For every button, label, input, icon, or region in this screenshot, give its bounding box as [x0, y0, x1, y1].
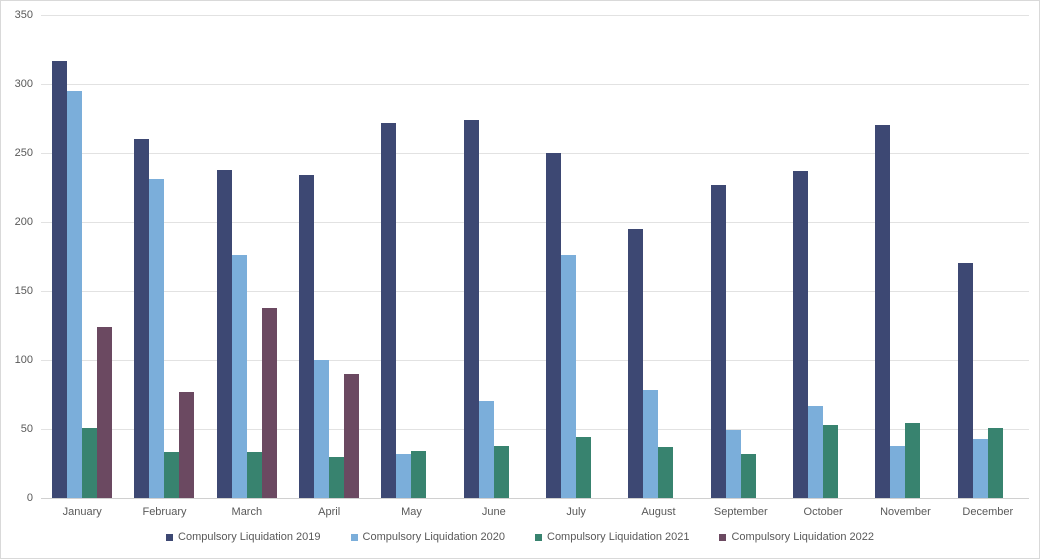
x-tick-label: January [62, 506, 102, 518]
bar-2020-march [231, 255, 247, 498]
x-axis-line [41, 498, 1029, 499]
bar-2021-january [82, 428, 98, 498]
x-tick-label: August [641, 506, 676, 518]
bar-2019-may [381, 123, 397, 498]
bar-2022-january [97, 327, 113, 498]
y-gridline [41, 153, 1029, 154]
bar-group-november [864, 15, 946, 498]
bar-2019-october [793, 171, 809, 498]
legend-swatch-icon [719, 533, 727, 541]
bar-2020-november [890, 446, 906, 498]
bar-2020-august [643, 390, 659, 498]
bar-group-december [947, 15, 1029, 498]
bar-group-august [617, 15, 699, 498]
bar-2019-november [875, 125, 891, 498]
bar-2019-january [52, 61, 68, 498]
bar-2021-september [740, 454, 756, 498]
legend-label: Compulsory Liquidation 2019 [178, 531, 321, 543]
y-tick-label: 200 [14, 216, 33, 228]
bar-2021-april [329, 457, 345, 498]
x-tick-label: December [962, 506, 1014, 518]
x-axis-labels: January February March April May June July Augu… [41, 506, 1029, 518]
y-tick-label: 350 [14, 9, 33, 21]
x-tick-label: November [880, 506, 931, 518]
y-tick-label: 100 [14, 354, 33, 366]
y-gridline [41, 429, 1029, 430]
bar-2021-march [246, 452, 262, 498]
bar-group-march [206, 15, 288, 498]
legend-item-2021: Compulsory Liquidation 2021 [535, 531, 689, 543]
y-gridline [41, 291, 1029, 292]
bar-group-january [41, 15, 123, 498]
x-tick-label: April [318, 506, 341, 518]
bar-2019-april [299, 175, 315, 498]
bar-2021-november [905, 423, 921, 498]
y-tick-label: 250 [14, 147, 33, 159]
bar-2019-june [463, 120, 479, 498]
legend-swatch-icon [166, 533, 174, 541]
bar-2020-february [149, 179, 165, 498]
bar-2019-september [710, 185, 726, 498]
x-tick-label: July [566, 506, 586, 518]
bar-2019-august [628, 229, 644, 498]
bar-2021-august [658, 447, 674, 498]
bar-2019-march [216, 170, 232, 498]
bar-2021-july [576, 437, 592, 498]
x-tick-label: September [713, 506, 768, 518]
bar-2021-may [411, 451, 427, 498]
x-tick-label: March [231, 506, 263, 518]
y-gridline [41, 15, 1029, 16]
y-tick-label: 50 [20, 423, 33, 435]
bar-2019-december [957, 263, 973, 498]
legend-item-2019: Compulsory Liquidation 2019 [166, 531, 321, 543]
legend-label: Compulsory Liquidation 2020 [362, 531, 505, 543]
bar-2020-september [725, 430, 741, 498]
bar-group-april [288, 15, 370, 498]
bar-group-may [370, 15, 452, 498]
legend-swatch-icon [535, 533, 542, 541]
bar-2020-october [808, 406, 824, 498]
x-tick-label: February [142, 506, 187, 518]
bar-2019-july [546, 153, 562, 498]
bar-2020-june [478, 401, 494, 498]
y-gridline [41, 222, 1029, 223]
bar-2022-april [344, 374, 360, 498]
y-gridline [41, 360, 1029, 361]
bar-2020-may [396, 454, 412, 498]
bar-2022-march [261, 308, 277, 498]
y-gridline [41, 84, 1029, 85]
legend: Compulsory Liquidation 2019 Compulsory Li… [1, 531, 1039, 543]
x-tick-label: October [803, 506, 843, 518]
bar-2021-february [164, 452, 180, 498]
bar-group-september [700, 15, 782, 498]
bar-2022-february [179, 392, 195, 498]
bar-2021-june [493, 446, 509, 498]
x-tick-label: June [481, 506, 506, 518]
y-tick-label: 300 [14, 78, 33, 90]
bar-group-october [782, 15, 864, 498]
legend-item-2022: Compulsory Liquidation 2022 [719, 531, 874, 543]
y-tick-label: 0 [26, 492, 33, 504]
bar-2019-february [134, 139, 150, 498]
bar-2020-april [314, 360, 330, 498]
bar-groups [41, 15, 1029, 498]
bar-2020-july [561, 255, 577, 498]
bar-2021-october [823, 425, 839, 498]
legend-label: Compulsory Liquidation 2021 [547, 531, 690, 543]
bar-group-february [123, 15, 205, 498]
bar-group-july [535, 15, 617, 498]
bar-2021-december [987, 428, 1003, 498]
legend-label: Compulsory Liquidation 2022 [731, 531, 874, 543]
legend-swatch-icon [350, 533, 358, 541]
bar-group-june [453, 15, 535, 498]
legend-item-2020: Compulsory Liquidation 2020 [350, 531, 505, 543]
y-tick-label: 150 [14, 285, 33, 297]
bar-2020-january [67, 91, 83, 498]
bar-2020-december [972, 439, 988, 498]
plot-area [41, 15, 1029, 499]
x-tick-label: May [401, 506, 422, 518]
